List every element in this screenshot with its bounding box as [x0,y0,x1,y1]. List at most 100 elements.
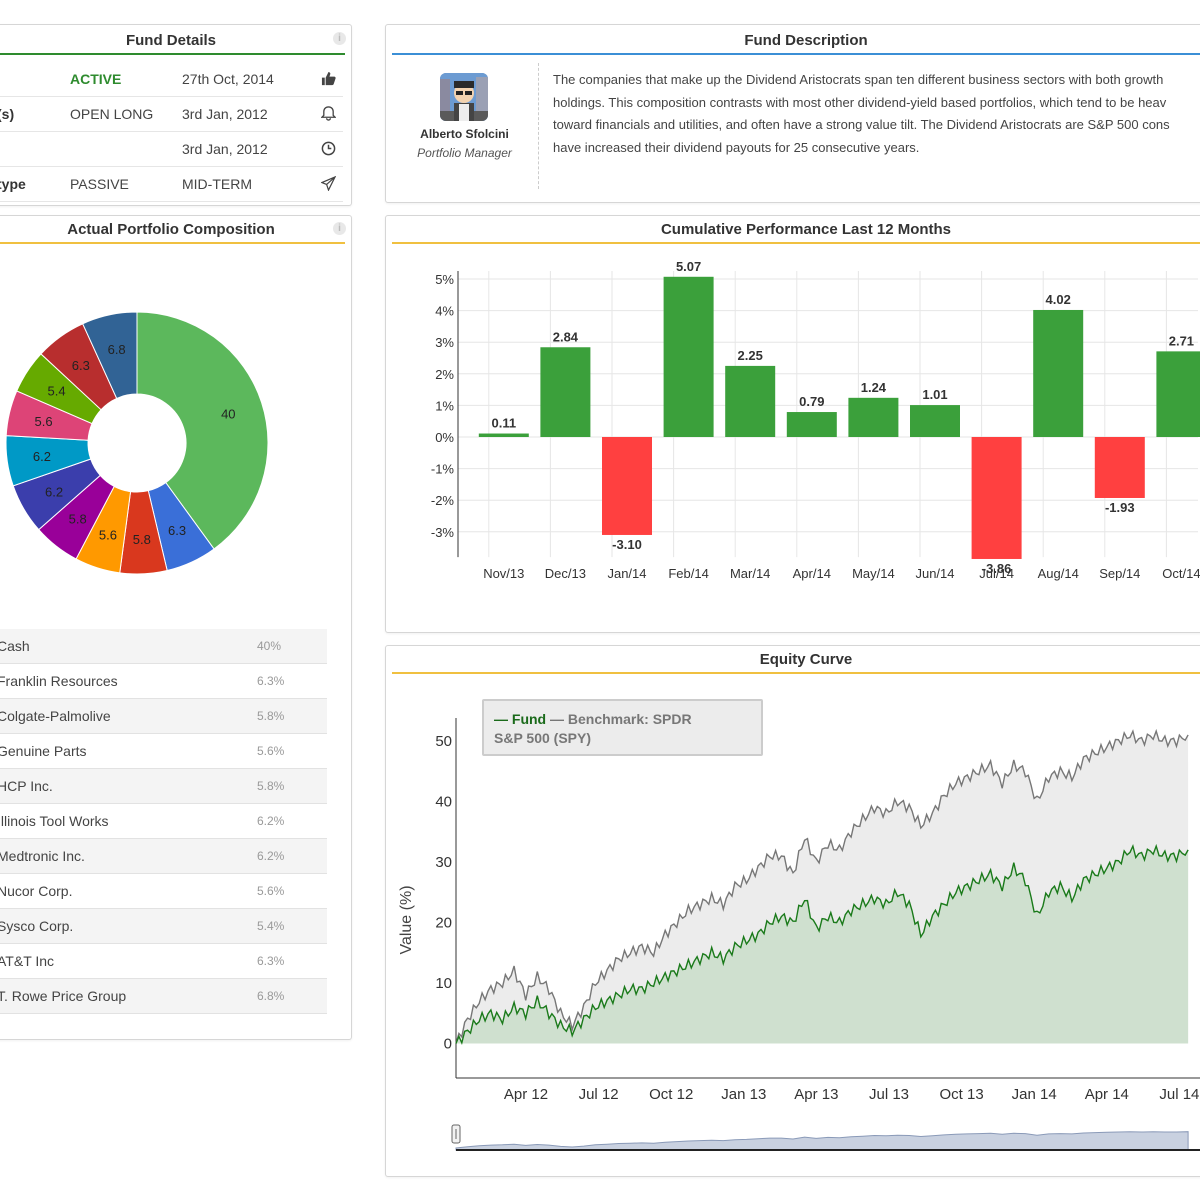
detail-row: ACTIVE 27th Oct, 2014 [0,62,343,97]
manager-avatar [440,73,488,121]
legend-row[interactable]: Cash 40% [0,629,327,664]
description-divider [538,63,539,189]
detail-label: (s) [0,106,15,122]
series-area [456,846,1189,1044]
donut-slice-label: 6.2 [33,449,51,464]
legend-row[interactable]: Nucor Corp. 5.6% [0,874,327,909]
manager-role: Portfolio Manager [417,146,512,160]
detail-value: PASSIVE [70,176,129,192]
legend-benchmark-2: S&P 500 (SPY) [494,730,592,746]
y-tick-label: 20 [435,915,452,932]
legend-name: Colgate-Palmolive [0,708,111,724]
legend-row[interactable]: AT&T Inc 6.3% [0,944,327,979]
bar-data-label: -3.86 [982,561,1012,576]
fund-description-title: Fund Description [392,31,1200,55]
bar[interactable] [478,433,529,437]
bar[interactable] [848,397,899,437]
x-tick-label: Oct 12 [649,1086,693,1103]
bar[interactable] [786,412,837,437]
legend-pct: 5.4% [257,919,285,933]
y-tick-label: -3% [431,525,455,540]
performance-title: Cumulative Performance Last 12 Months [392,220,1200,244]
x-tick-label: Sep/14 [1099,566,1140,581]
paper-plane-icon[interactable] [320,169,337,204]
legend-row[interactable]: Medtronic Inc. 6.2% [0,839,327,874]
legend-row[interactable]: Colgate-Palmolive 5.8% [0,699,327,734]
performance-bar-chart: 5% 4% 3% 2% 1% 0% -1% -2% -3% 0.11 Nov/13 2.84 Dec/1… [431,259,1200,581]
detail-date: 3rd Jan, 2012 [182,106,268,122]
info-icon[interactable]: i [333,222,346,235]
fund-details-panel: Fund Details i ACTIVE 27th Oct, 2014 (s) OP… [0,24,352,206]
bar-data-label: 2.84 [553,329,579,344]
composition-title: Actual Portfolio Composition [0,220,345,244]
detail-date: MID-TERM [182,176,252,192]
legend-pct: 6.8% [257,989,285,1003]
legend-name: Franklin Resources [0,673,118,689]
bar-data-label: 0.11 [492,416,517,431]
donut-slice[interactable] [136,311,269,550]
legend-name: Sysco Corp. [0,918,74,934]
legend-benchmark[interactable]: — Benchmark: SPDR [550,711,692,727]
x-tick-label: Apr/14 [793,566,831,581]
x-tick-label: Feb/14 [668,566,708,581]
bar[interactable] [1094,437,1145,498]
info-icon[interactable]: i [333,32,346,45]
description-text: The companies that make up the Dividend … [553,69,1200,160]
detail-label: type [0,176,26,192]
detail-row: type PASSIVE MID-TERM [0,167,343,202]
x-tick-label: Apr 12 [504,1086,548,1103]
legend-pct: 5.6% [257,884,285,898]
legend-row[interactable]: Franklin Resources 6.3% [0,664,327,699]
description-line: toward financials and utilities, and oft… [553,117,1170,133]
y-tick-label: 4% [435,304,454,319]
x-tick-label: Dec/13 [545,566,586,581]
series-line[interactable] [455,843,1189,1046]
bar[interactable] [540,347,591,437]
legend-pct: 40% [257,639,282,653]
legend-pct: 6.3% [257,954,285,968]
legend-pct: 6.2% [257,849,285,863]
y-tick-label: -2% [431,493,455,508]
bell-icon[interactable] [320,99,337,134]
y-tick-label: 3% [435,335,454,350]
portfolio-composition-panel: Actual Portfolio Composition i 40 6.3 5.8 5… [0,215,352,1040]
y-tick-label: 40 [435,794,452,811]
x-tick-label: Oct 13 [940,1086,984,1103]
detail-value: OPEN LONG [70,106,154,122]
legend-row[interactable]: Genuine Parts 5.6% [0,734,327,769]
bar[interactable] [602,437,652,535]
donut-slice[interactable] [82,311,138,400]
legend-row[interactable]: Sysco Corp. 5.4% [0,909,327,944]
legend-pct: 5.6% [257,744,285,758]
legend-name: Genuine Parts [0,743,87,759]
bar[interactable] [971,437,1022,559]
bar[interactable] [1033,309,1084,437]
x-tick-label: Nov/13 [483,566,524,581]
equity-legend[interactable]: — Fund — Benchmark: SPDR S&P 500 (SPY) [482,699,763,756]
legend-name: Illinois Tool Works [0,813,109,829]
y-tick-label: 30 [435,854,452,871]
legend-pct: 6.3% [257,674,285,688]
legend-row[interactable]: Illinois Tool Works 6.2% [0,804,327,839]
legend-fund[interactable]: — Fund [494,711,547,727]
donut-slice-label: 6.8 [108,342,126,357]
bar[interactable] [1156,351,1200,437]
legend-row[interactable]: HCP Inc. 5.8% [0,769,327,804]
manager-name[interactable]: Alberto Sfolcini [420,127,509,141]
y-tick-label: 5% [435,272,454,287]
legend-name: Cash [0,638,30,654]
legend-name: HCP Inc. [0,778,53,794]
description-line: holdings. This composition contrasts wit… [553,94,1167,110]
bar[interactable] [910,405,960,437]
detail-date: 3rd Jan, 2012 [182,141,268,157]
y-tick-label: 0 [444,1036,452,1053]
series-line[interactable] [455,728,1189,1044]
description-line: have increased their dividend payouts fo… [553,140,920,156]
thumbs-up-icon[interactable] [321,64,336,99]
legend-row[interactable]: T. Rowe Price Group 6.8% [0,979,327,1014]
bar[interactable] [663,276,714,437]
bar[interactable] [725,365,776,437]
navigator-series [455,1131,1189,1151]
clock-icon[interactable] [321,134,336,169]
bar-data-label: 2.71 [1169,333,1194,348]
